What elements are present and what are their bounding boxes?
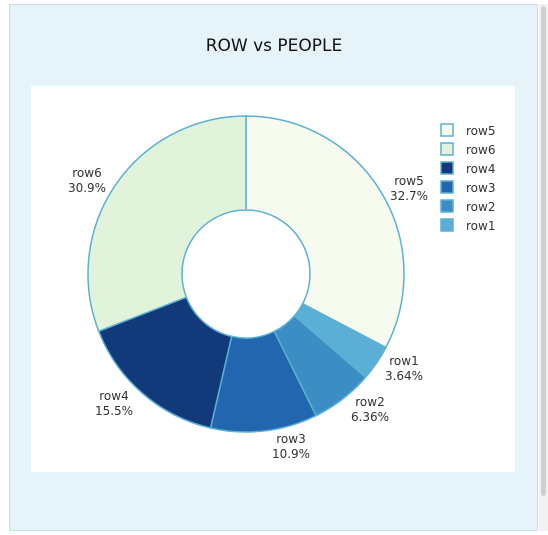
slice-label-row2: row2 — [355, 395, 384, 409]
legend-label-row3[interactable]: row3 — [466, 181, 495, 195]
slice-percent-row4: 15.5% — [95, 404, 133, 418]
scroll-thumb[interactable] — [541, 6, 546, 496]
legend-label-row4[interactable]: row4 — [466, 162, 495, 176]
slice-label-row6: row6 — [72, 166, 101, 180]
slice-percent-row2: 6.36% — [351, 410, 389, 424]
legend-swatch-row5[interactable] — [440, 123, 454, 137]
slice-label-row1: row1 — [389, 354, 418, 368]
slice-label-row3: row3 — [276, 432, 305, 446]
slice-percent-row5: 32.7% — [390, 189, 428, 203]
legend-swatch-row6[interactable] — [440, 142, 454, 156]
legend-swatch-row4[interactable] — [440, 161, 454, 175]
legend-label-row5[interactable]: row5 — [466, 124, 495, 138]
slice-label-row5: row5 — [394, 174, 423, 188]
chart-title: ROW vs PEOPLE — [205, 36, 343, 56]
slice-percent-row3: 10.9% — [272, 447, 310, 461]
slice-row6[interactable] — [87, 115, 247, 333]
legend-label-row1[interactable]: row1 — [466, 219, 495, 233]
legend-label-row2[interactable]: row2 — [466, 200, 495, 214]
slice-label-row4: row4 — [99, 389, 128, 403]
slice-row4[interactable] — [97, 296, 233, 429]
legend-swatch-row2[interactable] — [440, 199, 454, 213]
legend-swatch-row3[interactable] — [440, 180, 454, 194]
slice-row5[interactable] — [245, 115, 405, 349]
slice-percent-row6: 30.9% — [68, 181, 106, 195]
slice-percent-row1: 3.64% — [385, 369, 423, 383]
legend-label-row6[interactable]: row6 — [466, 143, 495, 157]
legend-swatch-row1[interactable] — [440, 218, 454, 232]
